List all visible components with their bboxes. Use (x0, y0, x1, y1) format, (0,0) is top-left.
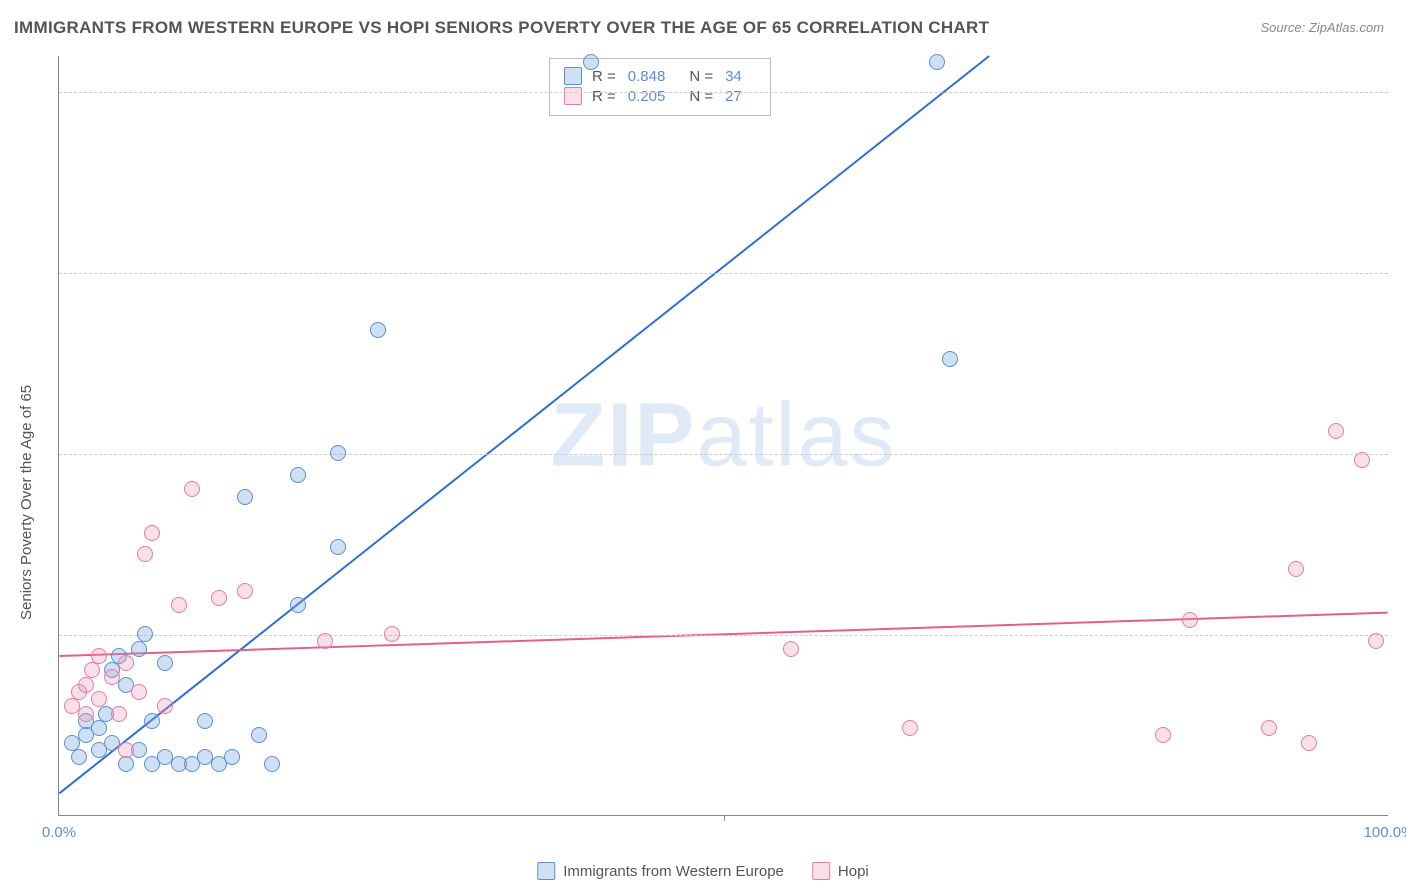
data-point (84, 662, 100, 678)
data-point (1368, 633, 1384, 649)
data-point (144, 525, 160, 541)
data-point (1354, 452, 1370, 468)
data-point (330, 539, 346, 555)
legend-label: Hopi (838, 863, 869, 880)
legend-swatch-pink (564, 87, 582, 105)
data-point (91, 720, 107, 736)
data-point (184, 481, 200, 497)
gridline (59, 635, 1388, 636)
xtick-mark (724, 815, 725, 821)
data-point (137, 626, 153, 642)
data-point (157, 698, 173, 714)
r-value: 0.205 (628, 88, 666, 105)
data-point (1261, 720, 1277, 736)
data-point (1288, 561, 1304, 577)
data-point (91, 648, 107, 664)
r-label: R = (592, 88, 616, 105)
data-point (290, 597, 306, 613)
data-point (224, 749, 240, 765)
data-point (111, 706, 127, 722)
data-point (330, 445, 346, 461)
source-label: Source: ZipAtlas.com (1260, 20, 1384, 35)
data-point (78, 677, 94, 693)
gridline (59, 92, 1388, 93)
data-point (104, 669, 120, 685)
xtick-label: 100.0% (1364, 824, 1406, 841)
bottom-legend: Immigrants from Western Europe Hopi (537, 862, 869, 880)
data-point (91, 691, 107, 707)
data-point (1155, 727, 1171, 743)
data-point (118, 655, 134, 671)
chart-title: IMMIGRANTS FROM WESTERN EUROPE VS HOPI S… (14, 18, 989, 38)
data-point (370, 322, 386, 338)
chart-area: ZIPatlas R = 0.848 N = 34 R = 0.205 N = … (58, 56, 1388, 816)
trend-lines-svg (59, 56, 1388, 815)
legend-swatch-pink (812, 862, 830, 880)
data-point (317, 633, 333, 649)
n-value: 34 (725, 68, 742, 85)
trend-line (59, 56, 989, 793)
legend-swatch-blue (564, 67, 582, 85)
data-point (118, 742, 134, 758)
data-point (237, 583, 253, 599)
xtick-label: 0.0% (42, 824, 76, 841)
data-point (384, 626, 400, 642)
data-point (929, 54, 945, 70)
data-point (137, 546, 153, 562)
n-label: N = (689, 88, 713, 105)
data-point (131, 641, 147, 657)
data-point (157, 655, 173, 671)
data-point (131, 684, 147, 700)
data-point (78, 706, 94, 722)
legend-swatch-blue (537, 862, 555, 880)
data-point (251, 727, 267, 743)
legend-item: Hopi (812, 862, 869, 880)
legend-label: Immigrants from Western Europe (563, 863, 784, 880)
data-point (783, 641, 799, 657)
data-point (197, 713, 213, 729)
data-point (118, 756, 134, 772)
data-point (290, 467, 306, 483)
data-point (71, 749, 87, 765)
data-point (1328, 423, 1344, 439)
data-point (171, 597, 187, 613)
legend-item: Immigrants from Western Europe (537, 862, 784, 880)
data-point (1301, 735, 1317, 751)
data-point (264, 756, 280, 772)
data-point (144, 713, 160, 729)
r-value: 0.848 (628, 68, 666, 85)
data-point (902, 720, 918, 736)
gridline (59, 273, 1388, 274)
gridline (59, 454, 1388, 455)
r-label: R = (592, 68, 616, 85)
stats-legend: R = 0.848 N = 34 R = 0.205 N = 27 (549, 58, 771, 116)
n-value: 27 (725, 88, 742, 105)
data-point (583, 54, 599, 70)
data-point (1182, 612, 1198, 628)
stats-legend-row: R = 0.205 N = 27 (564, 87, 756, 105)
data-point (237, 489, 253, 505)
y-axis-label: Seniors Poverty Over the Age of 65 (18, 385, 35, 620)
n-label: N = (689, 68, 713, 85)
data-point (942, 351, 958, 367)
data-point (211, 590, 227, 606)
